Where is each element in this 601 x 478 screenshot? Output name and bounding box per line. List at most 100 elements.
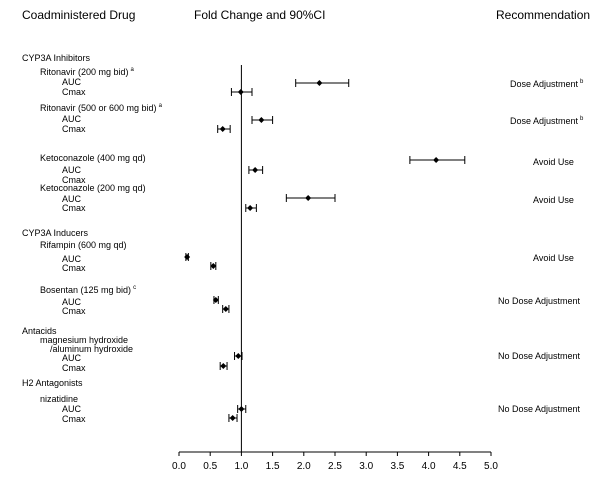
x-tick-label: 3.0 (359, 461, 373, 472)
header-coadministered-drug: Coadministered Drug (22, 8, 136, 22)
recommendation-text: Avoid Use (533, 253, 574, 263)
recommendation-dose-adjustment: Dose Adjustment b (510, 77, 583, 89)
recommendation-text: No Dose Adjustment (498, 404, 581, 414)
drug-label-text: AUC (62, 297, 82, 307)
point-estimate-cmax (229, 415, 236, 421)
point-estimate-auc (238, 406, 245, 412)
drug-label-cmax: Cmax (62, 363, 86, 373)
x-tick-label: 4.5 (453, 461, 467, 472)
drug-label-text: Ketoconazole (400 mg qd) (40, 153, 146, 163)
point-estimate-cmax (222, 306, 229, 312)
point-estimate-auc (212, 297, 219, 303)
point-estimate-cmax (219, 126, 226, 132)
x-tick-label: 3.5 (390, 461, 404, 472)
drug-label-text: Bosentan (125 mg bid) (40, 285, 132, 295)
drug-label-text: AUC (62, 194, 82, 204)
recommendation-dose-adjustment: Dose Adjustment b (510, 114, 583, 126)
drug-label-text: AUC (62, 353, 82, 363)
drug-label-cmax: Cmax (62, 175, 86, 185)
drug-label-text: H2 Antagonists (22, 378, 83, 388)
footnote-marker: b (580, 116, 584, 122)
header-fold-change: Fold Change and 90%CI (194, 8, 326, 22)
recommendation-text: Dose Adjustment (510, 116, 579, 126)
drug-label-cmax: Cmax (62, 203, 86, 213)
drug-label-auc: AUC (62, 114, 81, 124)
drug-label-ketoconazole-400-mg-qd: Ketoconazole (400 mg qd) (40, 153, 146, 163)
drug-label-text: Ritonavir (500 or 600 mg bid) (40, 103, 157, 113)
recommendation-text: No Dose Adjustment (498, 351, 581, 361)
point-estimate-auc (305, 195, 312, 201)
x-tick-label: 1.5 (266, 461, 280, 472)
x-tick-label: 5.0 (484, 461, 498, 472)
x-tick-label: 0.0 (172, 461, 186, 472)
point-estimate-cmax (210, 263, 217, 269)
drug-label-auc: AUC (62, 165, 81, 175)
drug-label-ritonavir-200-mg-bid: Ritonavir (200 mg bid) a (40, 65, 134, 77)
drug-label-text: /aluminum hydroxide (50, 344, 134, 354)
drug-label-auc: AUC (62, 254, 81, 264)
drug-label-text: Ritonavir (200 mg bid) (40, 67, 129, 77)
drug-label-text: CYP3A Inducers (22, 228, 89, 238)
drug-label-rifampin-600-mg-qd: Rifampin (600 mg qd) (40, 240, 127, 250)
point-estimate-cmax (237, 89, 244, 95)
drug-label-text: Cmax (62, 203, 86, 213)
point-estimate-auc (184, 254, 191, 260)
drug-label-text: AUC (62, 77, 82, 87)
point-estimate-auc (433, 157, 440, 163)
drug-label-auc: AUC (62, 194, 81, 204)
drug-label-text: nizatidine (40, 394, 79, 404)
drug-label-cyp3a-inhibitors: CYP3A Inhibitors (22, 53, 90, 63)
drug-label-ketoconazole-200-mg-qd: Ketoconazole (200 mg qd) (40, 183, 146, 193)
point-estimate-auc (235, 353, 242, 359)
drug-label-text: Cmax (62, 263, 86, 273)
drug-label-text: magnesium hydroxide (40, 335, 129, 345)
point-estimate-auc (316, 80, 323, 86)
drug-label-text: CYP3A Inhibitors (22, 53, 91, 63)
drug-label-ritonavir-500-or-600-mg-bid: Ritonavir (500 or 600 mg bid) a (40, 101, 162, 113)
footnote-marker: b (580, 79, 584, 85)
x-tick-label: 4.0 (422, 461, 436, 472)
drug-label-auc: AUC (62, 353, 81, 363)
x-tick-label: 0.5 (203, 461, 217, 472)
recommendation-text: No Dose Adjustment (498, 296, 581, 306)
drug-label-text: Antacids (22, 326, 57, 336)
footnote-marker: a (130, 67, 134, 73)
drug-label-cmax: Cmax (62, 306, 86, 316)
header-recommendation: Recommendation (496, 8, 591, 22)
drug-label-cyp3a-inducers: CYP3A Inducers (22, 228, 88, 238)
recommendation-text: Avoid Use (533, 157, 574, 167)
drug-label-text: Cmax (62, 175, 86, 185)
drug-label-text: AUC (62, 165, 82, 175)
drug-label-nizatidine: nizatidine (40, 394, 78, 404)
drug-label-antacids: Antacids (22, 326, 57, 336)
point-estimate-cmax (252, 167, 259, 173)
drug-label-cmax: Cmax (62, 263, 86, 273)
drug-label-auc: AUC (62, 404, 81, 414)
drug-label-bosentan-125-mg-bid: Bosentan (125 mg bid) c (40, 283, 136, 295)
recommendation-no-dose-adjustment: No Dose Adjustment (498, 404, 580, 414)
drug-label-cmax: Cmax (62, 124, 86, 134)
drug-label-auc: AUC (62, 297, 81, 307)
drug-label-cmax: Cmax (62, 87, 86, 97)
recommendation-text: Dose Adjustment (510, 79, 579, 89)
drug-label-text: Ketoconazole (200 mg qd) (40, 183, 146, 193)
drug-label-cmax: Cmax (62, 414, 86, 424)
drug-label-magnesium-hydroxide: magnesium hydroxide (40, 335, 128, 345)
drug-label-text: Cmax (62, 87, 86, 97)
drug-label-text: Cmax (62, 363, 86, 373)
recommendation-text: Avoid Use (533, 195, 574, 205)
footnote-marker: c (133, 285, 137, 291)
drug-label-h2-antagonists: H2 Antagonists (22, 378, 83, 388)
drug-label-text: Cmax (62, 414, 86, 424)
drug-label-text: Cmax (62, 306, 86, 316)
x-tick-label: 2.5 (328, 461, 342, 472)
drug-label-auc: AUC (62, 77, 81, 87)
drug-label-text: Rifampin (600 mg qd) (40, 240, 127, 250)
recommendation-avoid-use: Avoid Use (533, 195, 574, 205)
footnote-marker: a (158, 103, 162, 109)
recommendation-avoid-use: Avoid Use (533, 253, 574, 263)
point-estimate-auc (258, 117, 265, 123)
recommendation-no-dose-adjustment: No Dose Adjustment (498, 296, 580, 306)
drug-label-text: AUC (62, 404, 82, 414)
